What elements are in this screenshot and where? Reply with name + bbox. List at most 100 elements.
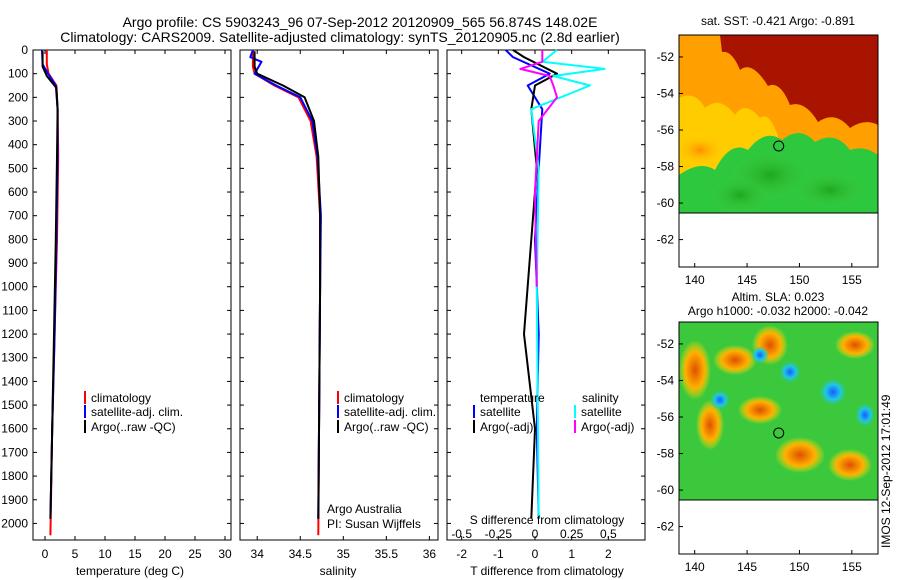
salinity-panel-frame <box>239 49 439 541</box>
depth-axis: 0 100 200 300 400 500 600 700 800 900 1000 1100 1200… <box>1 43 645 530</box>
legend-label-argo: Argo(..raw -QC) <box>344 420 429 434</box>
series-line-s-satellite <box>530 49 606 519</box>
s-difference-x-tick-label: 0 <box>532 527 539 541</box>
sla-map-axes: 140 145 150 155 -52 -54 -56 -58 -60 -62 <box>657 337 862 574</box>
depth-tick-label: 1500 <box>1 398 28 412</box>
legend-label-t-satellite: satellite <box>480 405 521 419</box>
sla-argo-position-marker <box>773 427 785 439</box>
pi-annotation: PI: Susan Wijffels <box>327 517 421 531</box>
legend-label-satellite: satellite-adj. clim. <box>344 405 436 419</box>
map-y-tick-label: -54 <box>657 373 675 387</box>
temperature-x-tick-label: 10 <box>98 547 112 561</box>
map-y-tick-label: -52 <box>657 337 675 351</box>
difference-series <box>505 49 606 519</box>
legend-label-argo: Argo(..raw -QC) <box>91 420 176 434</box>
map-y-tick-label: -58 <box>657 160 675 174</box>
series-line-s-argo-adj <box>519 50 558 287</box>
temperature-x-tick-label: 30 <box>218 547 232 561</box>
x-axis-ticks: 0 5 10 15 20 25 30 34 34.5 35 35.5 36 -2 -1 0 1 2 -0.5 -0.… <box>42 50 617 561</box>
temperature-legend: climatology satellite-adj. clim. Argo(..… <box>84 391 183 434</box>
sst-map-lower-frame <box>678 212 879 268</box>
sla-map-image <box>679 322 878 500</box>
legend-label-s-satellite: satellite <box>581 405 622 419</box>
depth-tick-label: 400 <box>8 138 28 152</box>
s-difference-x-tick-label: 0.25 <box>560 527 584 541</box>
depth-tick-label: 300 <box>8 114 28 128</box>
map-x-tick-label: 150 <box>789 560 809 574</box>
depth-tick-label: 1100 <box>2 303 28 317</box>
legend-title-temperature: temperature <box>480 391 545 405</box>
t-difference-x-tick-label: 2 <box>605 547 612 561</box>
map-y-tick-label: -60 <box>657 196 675 210</box>
series-line-argo-raw-qc <box>41 51 59 519</box>
depth-tick-label: 600 <box>8 185 28 199</box>
depth-tick-label: 1800 <box>1 469 28 483</box>
salinity-x-tick-label: 34 <box>251 547 265 561</box>
sst-map-image <box>679 35 878 213</box>
t-difference-x-tick-label: 1 <box>568 547 575 561</box>
depth-tick-label: 1700 <box>1 445 28 459</box>
map-y-tick-label: -60 <box>657 483 675 497</box>
argo-australia-annotation: Argo Australia <box>327 502 402 516</box>
depth-tick-label: 0 <box>21 43 28 57</box>
temperature-series <box>41 49 60 536</box>
depth-tick-label: 2000 <box>1 516 28 530</box>
legend-label-t-argo: Argo(-adj) <box>480 420 533 434</box>
t-difference-x-tick-label: 0 <box>532 547 539 561</box>
temperature-panel-frame <box>32 49 232 541</box>
figure-title-line1: Argo profile: CS 5903243_96 07-Sep-2012 … <box>123 14 598 30</box>
map-y-tick-label: -62 <box>657 520 675 534</box>
legend-label-climatology: climatology <box>344 391 404 405</box>
s-difference-x-tick-label: 0.5 <box>600 527 617 541</box>
map-y-tick-label: -56 <box>657 410 675 424</box>
t-difference-x-tick-label: -2 <box>456 547 467 561</box>
map-x-tick-label: 145 <box>737 273 757 287</box>
sla-map-lower-frame <box>678 499 879 555</box>
map-x-tick-label: 155 <box>842 273 862 287</box>
salinity-x-tick-label: 35 <box>337 547 351 561</box>
depth-tick-label: 700 <box>8 209 28 223</box>
figure-title-line2: Climatology: CARS2009. Satellite-adjuste… <box>60 29 620 45</box>
depth-tick-label: 800 <box>8 232 28 246</box>
sst-map-title: sat. SST: -0.421 Argo: -0.891 <box>701 14 855 28</box>
salinity-x-tick-label: 36 <box>423 547 437 561</box>
t-difference-x-tick-label: -1 <box>493 547 504 561</box>
sst-map-axes: 140 145 150 155 -52 -54 -56 -58 -60 -62 <box>657 50 862 287</box>
salinity-series <box>249 49 322 536</box>
imos-timestamp: IMOS 12-Sep-2012 17:01:49 <box>879 394 893 548</box>
map-y-tick-label: -62 <box>657 233 675 247</box>
legend-label-s-argo: Argo(-adj) <box>581 420 634 434</box>
temperature-axis-label: temperature (deg C) <box>76 564 184 578</box>
sla-map-title-line1: Altim. SLA: 0.023 <box>732 290 825 304</box>
map-x-tick-label: 145 <box>737 560 757 574</box>
salinity-axis-label: salinity <box>320 564 357 578</box>
depth-tick-label: 500 <box>8 161 28 175</box>
map-x-tick-label: 140 <box>685 273 705 287</box>
temperature-x-tick-label: 0 <box>42 547 49 561</box>
depth-tick-label: 1400 <box>1 374 28 388</box>
series-line-argo-raw-qc <box>253 51 322 519</box>
temperature-x-tick-label: 15 <box>128 547 142 561</box>
s-difference-x-tick-label: -0.25 <box>485 527 513 541</box>
salinity-legend: climatology satellite-adj. clim. Argo(..… <box>337 391 436 434</box>
sla-map-title-line2: Argo h1000: -0.032 h2000: -0.042 <box>688 304 868 318</box>
sst-argo-position-marker <box>773 140 785 152</box>
legend-label-climatology: climatology <box>91 391 151 405</box>
s-difference-x-tick-label: -0.5 <box>451 527 472 541</box>
difference-legend: temperature satellite Argo(-adj) salinit… <box>473 391 634 434</box>
map-y-tick-label: -54 <box>657 86 675 100</box>
depth-tick-label: 1000 <box>1 280 28 294</box>
temperature-x-tick-label: 25 <box>188 547 202 561</box>
depth-tick-label: 1200 <box>1 327 28 341</box>
map-y-tick-label: -56 <box>657 123 675 137</box>
map-y-tick-label: -52 <box>657 50 675 64</box>
temperature-x-tick-label: 5 <box>72 547 79 561</box>
depth-tick-label: 900 <box>8 256 28 270</box>
legend-label-satellite: satellite-adj. clim. <box>91 405 183 419</box>
salinity-x-tick-label: 35.5 <box>375 547 399 561</box>
depth-tick-label: 200 <box>8 90 28 104</box>
s-difference-axis-label: S difference from climatology <box>470 513 625 527</box>
map-x-tick-label: 150 <box>789 273 809 287</box>
depth-tick-label: 1300 <box>1 351 28 365</box>
